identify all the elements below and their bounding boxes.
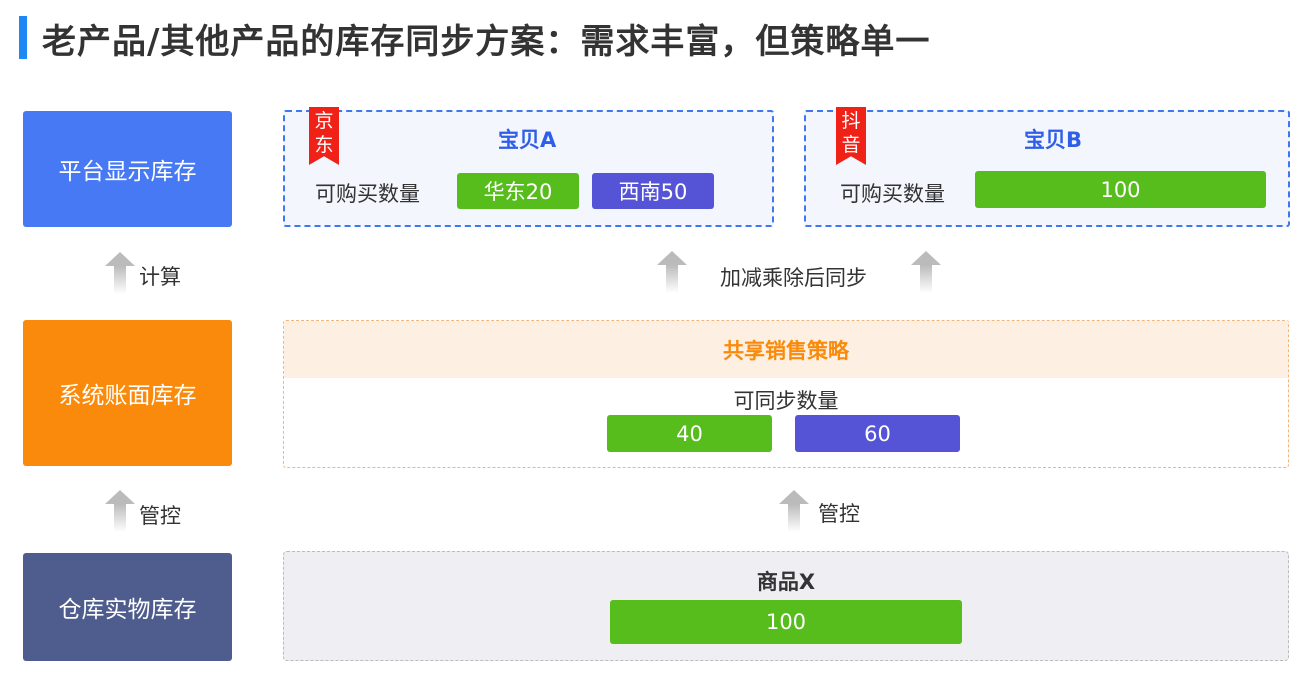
warehouse-panel: 商品X 100 xyxy=(283,551,1289,661)
qty-label: 可购买数量 xyxy=(840,182,945,206)
warehouse-inventory-box: 仓库实物库存 xyxy=(23,553,232,661)
product-name: 宝贝B xyxy=(1024,128,1083,152)
up-arrow-icon xyxy=(911,251,941,293)
up-arrow-icon xyxy=(657,251,687,293)
shared-strategy-title: 共享销售策略 xyxy=(284,321,1288,378)
sync-qty-pill: 40 xyxy=(607,415,772,452)
up-arrow-icon xyxy=(105,490,135,532)
system-inventory-box: 系统账面库存 xyxy=(23,320,232,466)
title-accent-bar xyxy=(19,16,27,59)
control-label: 管控 xyxy=(818,502,860,526)
calc-label: 计算 xyxy=(139,265,181,289)
product-name: 宝贝A xyxy=(498,128,557,152)
shared-strategy-panel: 共享销售策略 可同步数量 40 60 xyxy=(283,320,1289,468)
platform-tag-douyin: 抖音 xyxy=(836,107,866,165)
product-name: 商品X xyxy=(756,570,816,594)
sync-label: 加减乘除后同步 xyxy=(720,266,867,290)
control-label: 管控 xyxy=(139,504,181,528)
up-arrow-icon xyxy=(105,252,135,294)
platform-tag-jd: 京东 xyxy=(309,107,339,165)
sync-qty-pill: 60 xyxy=(795,415,960,452)
qty-pill-southwest: 西南50 xyxy=(592,173,714,209)
page-title: 老产品/其他产品的库存同步方案：需求丰富，但策略单一 xyxy=(42,22,931,62)
product-card-b: 抖音 宝贝B 可购买数量 100 xyxy=(804,107,1290,227)
qty-label: 可购买数量 xyxy=(315,182,420,206)
qty-pill-east: 华东20 xyxy=(457,173,579,209)
stock-pill: 100 xyxy=(610,600,962,644)
up-arrow-icon xyxy=(779,490,809,532)
sync-qty-label: 可同步数量 xyxy=(733,389,839,413)
product-card-a: 京东 宝贝A 可购买数量 华东20 西南50 xyxy=(283,107,774,227)
platform-inventory-box: 平台显示库存 xyxy=(23,111,232,227)
qty-pill: 100 xyxy=(975,171,1266,208)
